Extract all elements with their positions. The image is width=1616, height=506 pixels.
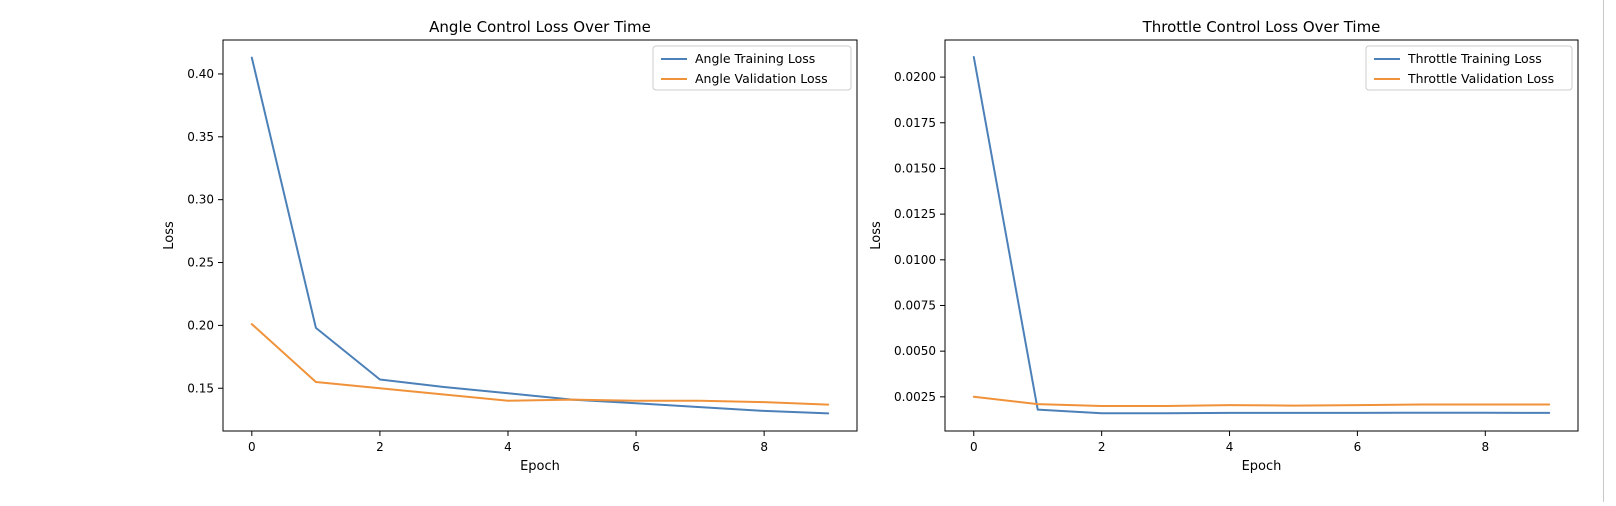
legend-box xyxy=(652,45,852,91)
x-tick-label: 8 xyxy=(760,440,768,454)
series-line xyxy=(972,56,1551,415)
x-axis-label: Epoch xyxy=(1242,459,1282,474)
y-tick-label: 0.0075 xyxy=(894,298,936,312)
y-tick-label: 0.40 xyxy=(187,67,214,81)
y-tick-label: 0.25 xyxy=(187,256,214,270)
y-tick-label: 0.0150 xyxy=(894,161,936,175)
panel-border xyxy=(1603,0,1604,502)
series-line xyxy=(250,56,830,415)
y-tick-label: 0.0175 xyxy=(894,116,936,130)
x-tick-label: 4 xyxy=(504,440,512,454)
plot-frame xyxy=(944,39,1579,432)
y-tick-label: 0.0125 xyxy=(894,207,936,221)
y-tick-label: 0.0050 xyxy=(894,344,936,358)
y-tick-label: 0.0200 xyxy=(894,70,936,84)
x-tick-label: 6 xyxy=(632,440,640,454)
chart-title: Throttle Control Loss Over Time xyxy=(1142,18,1381,36)
plot-frame xyxy=(222,39,858,432)
y-tick-label: 0.0100 xyxy=(894,253,936,267)
y-tick-label: 0.15 xyxy=(187,381,214,395)
x-tick-label: 2 xyxy=(376,440,384,454)
legend-label: Angle Validation Loss xyxy=(695,71,828,86)
legend-label: Angle Training Loss xyxy=(695,51,815,66)
series-line xyxy=(972,395,1551,407)
x-tick-label: 0 xyxy=(970,440,978,454)
x-tick-label: 6 xyxy=(1354,440,1362,454)
legend-box xyxy=(1365,45,1573,91)
y-axis-label: Loss xyxy=(162,221,177,250)
x-axis-label: Epoch xyxy=(520,459,560,474)
y-tick-label: 0.20 xyxy=(187,318,214,332)
y-tick-label: 0.0025 xyxy=(894,390,936,404)
x-tick-label: 4 xyxy=(1226,440,1234,454)
chart-title: Angle Control Loss Over Time xyxy=(429,18,651,36)
y-tick-label: 0.30 xyxy=(187,193,214,207)
x-tick-label: 8 xyxy=(1481,440,1489,454)
y-tick-label: 0.35 xyxy=(187,130,214,144)
x-tick-label: 2 xyxy=(1098,440,1106,454)
legend-label: Throttle Training Loss xyxy=(1407,51,1542,66)
series-line xyxy=(250,323,830,406)
x-tick-label: 0 xyxy=(248,440,256,454)
legend-label: Throttle Validation Loss xyxy=(1407,71,1554,86)
y-axis-label: Loss xyxy=(869,221,884,250)
